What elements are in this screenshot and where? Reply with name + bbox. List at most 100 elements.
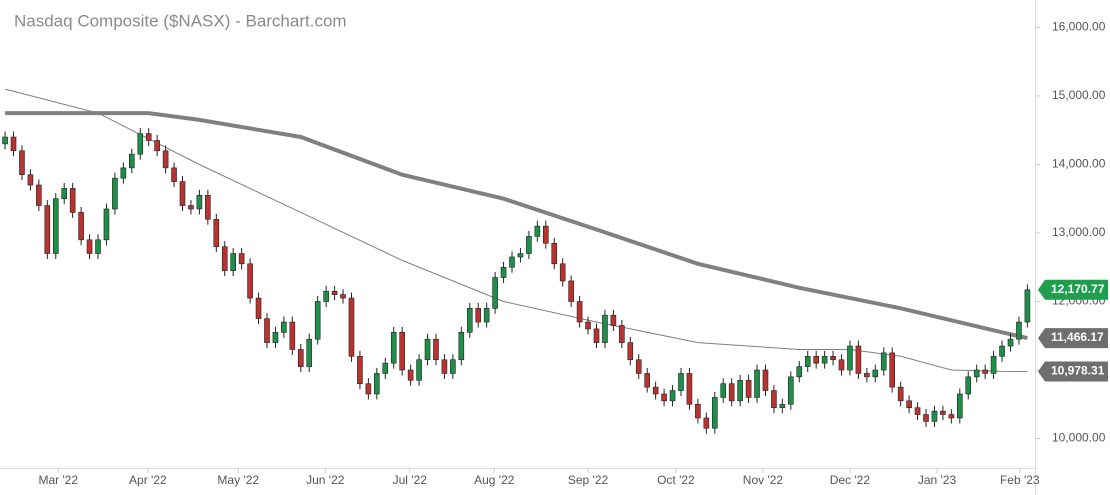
candle-body (695, 403, 701, 419)
candle-body (399, 332, 405, 371)
candle-body (711, 397, 718, 429)
candle-body (644, 373, 650, 388)
candle-body (889, 352, 896, 388)
candle-body (762, 369, 769, 391)
candle-body (973, 369, 980, 378)
candle-body (593, 328, 600, 343)
candle-body (635, 359, 642, 374)
candle-body (188, 205, 194, 210)
candle-body (551, 242, 558, 265)
candle-body (205, 194, 211, 220)
candle-body (517, 253, 524, 258)
candle-body (10, 136, 17, 152)
candle-body (999, 345, 1005, 357)
candle-body (112, 177, 118, 210)
candle-body (923, 414, 929, 422)
candle-body (619, 325, 625, 343)
moving-average (5, 111, 1028, 341)
candle-body (407, 369, 414, 381)
candle-body (838, 359, 845, 371)
candle-body (52, 198, 59, 254)
candle-body (804, 356, 811, 367)
candle-body (914, 407, 921, 415)
y-tick-label: 16,000.00 (1052, 20, 1106, 34)
moving-average (4, 88, 1028, 372)
candle-body (982, 369, 988, 374)
candle-body (44, 205, 51, 254)
candle-body (897, 386, 904, 402)
candle-body (872, 369, 879, 378)
candle-body (390, 332, 397, 364)
candle-body (990, 356, 997, 374)
candle-body (382, 362, 389, 374)
candle-body (661, 393, 667, 402)
candle-body (652, 386, 659, 395)
candle-body (669, 390, 676, 402)
candle-body (27, 174, 34, 186)
price-label: 11,466.17 (1051, 330, 1104, 344)
candle-body (433, 338, 439, 361)
candle-body (771, 390, 777, 409)
candle-body (416, 359, 422, 381)
y-tick-label: 13,000.00 (1052, 225, 1106, 239)
candle-body (627, 342, 634, 361)
candle-body (450, 359, 456, 374)
x-tick-label: Nov '22 (743, 473, 784, 487)
candle-body (526, 236, 532, 254)
y-tick-label: 15,000.00 (1052, 88, 1106, 102)
price-label-box (1038, 279, 1108, 300)
candle-body (306, 338, 313, 367)
candle-body (585, 321, 591, 330)
candle-body (906, 400, 912, 409)
candle-body (754, 369, 760, 398)
candle-body (1024, 289, 1031, 323)
candle-body (788, 376, 794, 405)
price-label-box (1038, 361, 1108, 382)
candle-body (847, 345, 853, 371)
candle-body (483, 308, 490, 323)
candle-body (441, 359, 448, 374)
candle-body (466, 308, 473, 333)
candle-body (36, 184, 42, 206)
candle-body (365, 383, 372, 395)
candle-body (1016, 321, 1022, 340)
candle-body (221, 246, 228, 271)
candle-body (196, 194, 203, 210)
candle-body (374, 373, 380, 395)
candle-body (559, 263, 566, 282)
candle-body (821, 356, 828, 364)
candle-body (1007, 338, 1014, 347)
candle-body (940, 410, 946, 415)
candle-body (69, 188, 76, 213)
candle-body (948, 414, 955, 419)
candle-body (534, 225, 541, 237)
x-tick-label: Jan '23 (918, 473, 957, 487)
candle-body (576, 301, 583, 323)
candle-body (813, 356, 819, 364)
candle-body (247, 263, 253, 299)
candle-body (314, 301, 321, 340)
candle-body (162, 150, 169, 169)
candle-body (357, 356, 363, 385)
candle-body (171, 167, 177, 182)
candle-body (289, 321, 296, 350)
candle-body (129, 153, 135, 169)
x-tick-label: Jul '22 (393, 473, 428, 487)
x-tick-label: Jun '22 (306, 473, 345, 487)
candle-body (830, 356, 836, 361)
candle-body (179, 181, 186, 206)
candle-body (703, 417, 710, 429)
candle-body (745, 379, 752, 398)
x-tick-label: Feb '23 (1000, 473, 1040, 487)
candle-body (19, 150, 25, 176)
candle-body (500, 266, 507, 278)
candle-body (864, 373, 870, 378)
x-tick-label: Sep '22 (568, 473, 609, 487)
candle-body (931, 410, 938, 422)
candle-body (323, 290, 329, 302)
candle-body (458, 332, 465, 361)
candle-body (264, 318, 270, 343)
candle-body (213, 218, 220, 247)
candle-body (686, 373, 693, 405)
